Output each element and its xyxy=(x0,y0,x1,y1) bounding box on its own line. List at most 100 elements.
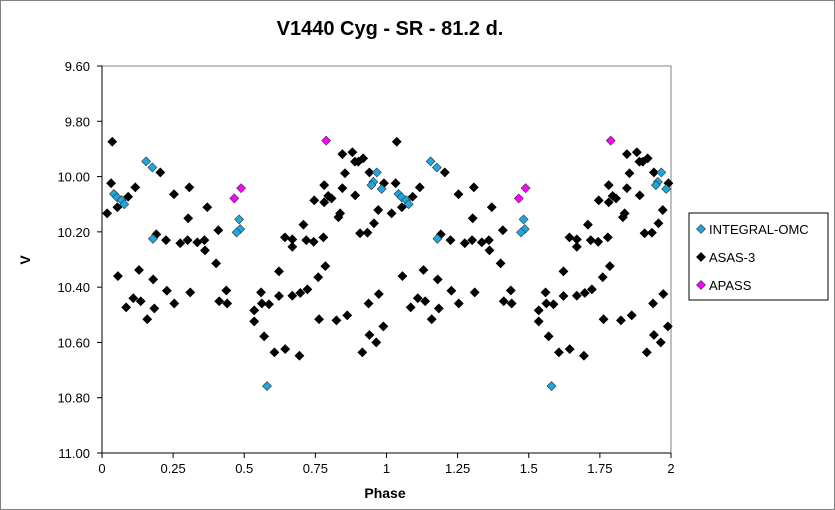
asas-3-point xyxy=(579,288,590,298)
asas-3-point xyxy=(624,168,635,179)
asas-3-point xyxy=(314,314,324,325)
integral-omc-point xyxy=(431,162,442,173)
asas-3-point xyxy=(497,225,508,236)
integral-omc-point xyxy=(376,184,387,194)
asas-3-point xyxy=(611,193,622,204)
asas-3-point xyxy=(213,225,224,236)
asas-3-point xyxy=(533,316,544,327)
asas-3-point xyxy=(506,298,517,309)
asas-3-point xyxy=(541,298,552,309)
y-tick-label: 10.60 xyxy=(57,335,90,350)
asas-3-point xyxy=(459,238,470,249)
chart-title: V1440 Cyg - SR - 81.2 d. xyxy=(277,18,504,40)
asas-3-point xyxy=(469,287,480,298)
asas-3-point xyxy=(641,347,652,358)
asas-3-point xyxy=(445,235,456,246)
asas-3-point xyxy=(280,232,290,243)
apass-point xyxy=(520,183,531,194)
x-tick-label: 0.75 xyxy=(303,461,328,476)
asas-3-point xyxy=(468,182,479,193)
asas-3-point xyxy=(199,235,210,246)
apass-point xyxy=(605,135,616,146)
integral-omc-point xyxy=(661,184,672,194)
asas-3-point xyxy=(655,337,666,348)
y-tick-label: 9.80 xyxy=(65,114,90,129)
asas-3-point xyxy=(340,168,350,179)
integral-omc-point xyxy=(262,381,272,392)
y-axis: 9.60 9.80 10.00 10.20 10.40 10.60 10.80 11.00 xyxy=(57,59,103,461)
asas-3-point xyxy=(371,337,382,348)
asas-3-point xyxy=(148,274,159,285)
asas-3-point xyxy=(337,149,348,160)
asas-3-point xyxy=(543,331,554,342)
integral-omc-point xyxy=(119,199,130,210)
integral-omc-point xyxy=(231,227,242,238)
asas-3-point xyxy=(185,287,196,298)
apass-point xyxy=(236,183,247,194)
asas-3-point xyxy=(347,147,358,158)
asas-3-point xyxy=(621,149,632,160)
asas-3-point xyxy=(649,330,659,340)
integral-omc-point xyxy=(147,162,158,173)
asas-3-point xyxy=(420,296,431,307)
asas-3-point xyxy=(593,195,604,206)
asas-3-point xyxy=(155,167,166,178)
asas-3-point xyxy=(169,189,179,200)
asas-3-point xyxy=(355,228,365,239)
asas-3-point xyxy=(274,291,284,301)
asas-3-point xyxy=(175,238,186,249)
asas-3-point xyxy=(564,344,575,354)
x-tick-label: 1.5 xyxy=(520,461,538,476)
x-tick-label: 0.25 xyxy=(160,461,185,476)
integral-omc-point xyxy=(650,180,661,191)
asas-3-point xyxy=(626,310,637,321)
asas-3-point xyxy=(483,235,494,246)
asas-3-point xyxy=(274,266,284,277)
x-tick-label: 0.5 xyxy=(235,461,253,476)
asas-3-point xyxy=(287,290,298,301)
integral-omc-point xyxy=(425,156,436,167)
apass-point xyxy=(513,193,524,204)
asas-3-point xyxy=(484,245,495,256)
asas-3-point xyxy=(295,288,306,298)
y-axis-label: V xyxy=(17,255,33,265)
asas-3-point xyxy=(364,167,375,178)
asas-3-point xyxy=(446,285,457,296)
asas-3-point xyxy=(405,302,416,313)
asas-3-point xyxy=(634,190,645,201)
y-tick-label: 9.60 xyxy=(65,59,90,74)
asas-3-point xyxy=(294,350,305,361)
asas-3-point xyxy=(548,299,559,310)
asas-3-point xyxy=(309,195,320,206)
asas-3-point xyxy=(123,191,134,202)
asas-3-point xyxy=(558,266,569,277)
x-tick-label: 0 xyxy=(98,461,105,476)
asas-3-point xyxy=(583,219,593,230)
asas-3-point xyxy=(407,191,418,202)
asas-3-point xyxy=(211,258,222,269)
asas-3-point xyxy=(585,235,596,246)
asas-3-point xyxy=(214,296,225,307)
asas-3-point xyxy=(256,298,267,309)
asas-3-point xyxy=(649,167,659,178)
asas-3-point xyxy=(616,315,626,326)
asas-3-point xyxy=(256,287,266,298)
y-tick-label: 10.20 xyxy=(57,225,90,240)
asas-3-point xyxy=(648,298,659,309)
asas-3-point xyxy=(326,193,337,204)
asas-3-point xyxy=(102,208,113,219)
asas-3-point xyxy=(396,202,407,213)
x-tick-label: 1.25 xyxy=(445,461,470,476)
y-tick-label: 10.80 xyxy=(57,391,90,406)
asas-3-point xyxy=(373,205,384,215)
asas-3-point xyxy=(182,235,193,246)
asas-3-point xyxy=(432,274,443,285)
legend-marker-asas-3 xyxy=(696,252,706,262)
asas-3-point xyxy=(602,232,613,243)
asas-3-point xyxy=(318,232,329,243)
asas-3-point xyxy=(495,258,506,269)
asas-3-point xyxy=(363,298,374,309)
asas-3-point xyxy=(639,228,650,239)
asas-3-point xyxy=(397,271,408,282)
